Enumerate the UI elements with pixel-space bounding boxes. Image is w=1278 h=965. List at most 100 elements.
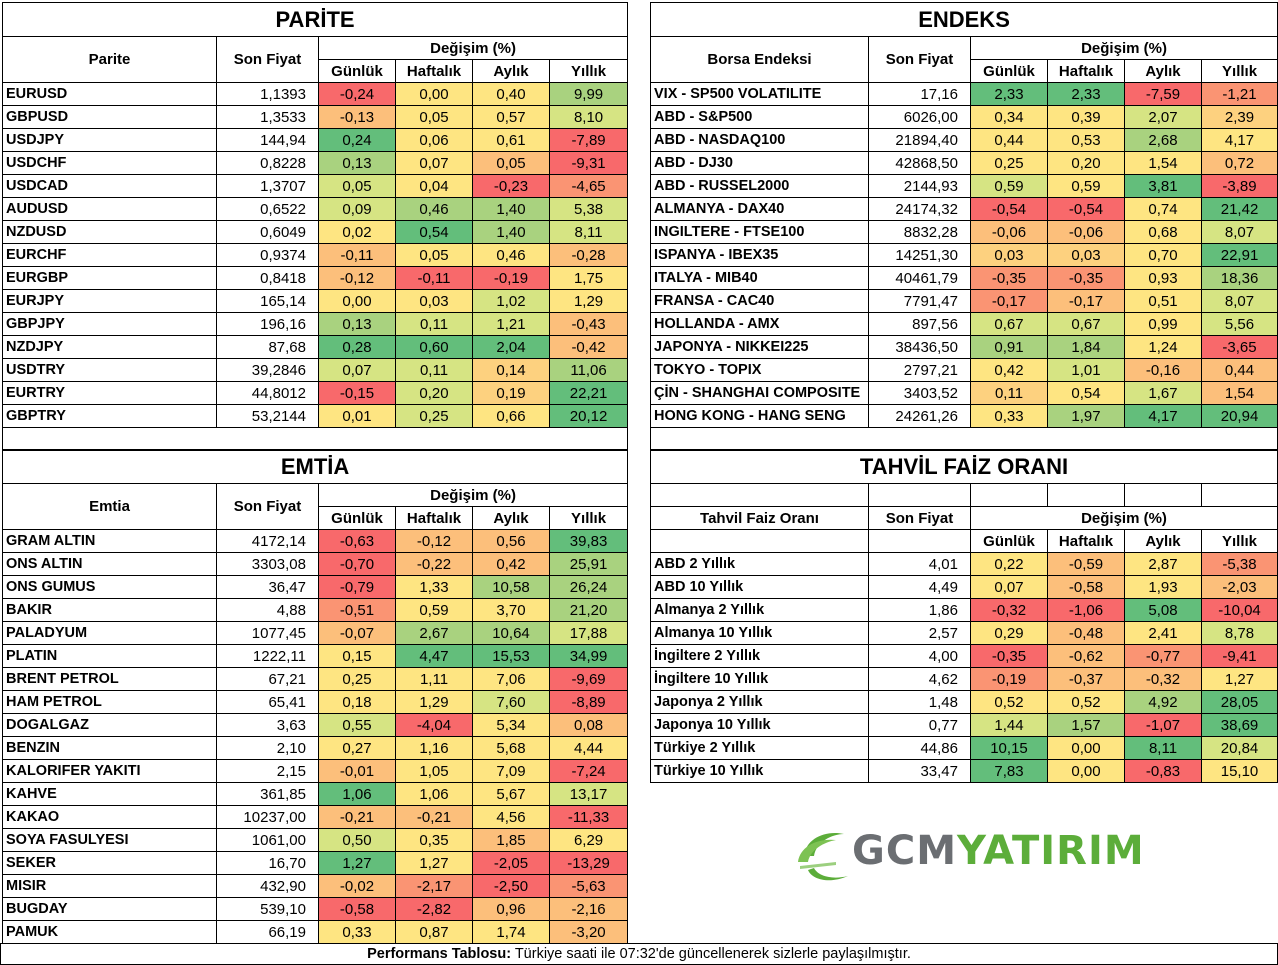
row-change-monthly: 4,17 [1124,404,1202,428]
row-change-daily: 0,15 [318,644,396,668]
row-change-yearly: -10,04 [1200,598,1278,622]
row-change-daily: -0,54 [970,197,1048,221]
row-change-yearly: 9,99 [548,82,629,106]
row-change-daily: -0,51 [318,598,396,622]
row-name: EURGBP [2,266,217,290]
section-title: ENDEKS [649,2,1278,37]
row-change-daily: 0,00 [318,289,396,313]
section-title: PARİTE [1,2,629,37]
row-change-weekly: 1,33 [395,575,473,599]
row-name: VIX - SP500 VOLATILITE [650,82,869,106]
row-name: TOKYO - TOPIX [650,358,869,382]
row-change-yearly: 2,39 [1200,105,1278,129]
logo-swoosh-icon [798,832,848,881]
table-row: ONS GUMUS 36,47 -0,79 1,33 10,58 26,24 [2,575,629,599]
row-change-monthly: 2,68 [1124,128,1202,152]
row-price: 897,56 [868,312,971,336]
row-price: 16,70 [216,851,319,875]
row-price: 144,94 [216,128,319,152]
row-name: ISPANYA - IBEX35 [650,243,869,267]
col-header-weekly: Haftalık [1047,59,1125,83]
table-row: İngiltere 2 Yıllık 4,00 -0,35 -0,62 -0,77 -9,… [650,644,1278,668]
row-change-weekly: 1,11 [395,667,473,691]
row-change-daily: -0,24 [318,82,396,106]
row-change-weekly: 0,35 [395,828,473,852]
footer-note: Performans Tablosu: Türkiye saati ile 07… [0,943,1278,965]
row-change-yearly: -9,31 [548,151,629,175]
row-change-daily: 0,27 [318,736,396,760]
row-change-weekly: 1,57 [1047,713,1125,737]
row-change-yearly: 0,08 [548,713,629,737]
emtia-table: EMTİA Emtia Son Fiyat Değişim (%) Günlük Haft… [1,449,629,944]
empty-cell [1200,483,1278,507]
row-change-yearly: 6,29 [548,828,629,852]
row-change-weekly: 1,06 [395,782,473,806]
row-change-weekly: 1,97 [1047,404,1125,428]
row-price: 1222,11 [216,644,319,668]
row-change-daily: 0,18 [318,690,396,714]
table-row: TOKYO - TOPIX 2797,21 0,42 1,01 -0,16 0,44 [650,358,1278,382]
row-name: EURCHF [2,243,217,267]
row-name: FRANSA - CAC40 [650,289,869,313]
row-change-yearly: 20,84 [1200,736,1278,760]
row-change-daily: 0,34 [970,105,1048,129]
row-change-yearly: 38,69 [1200,713,1278,737]
row-price: 24174,32 [868,197,971,221]
row-price: 3,63 [216,713,319,737]
row-name: BRENT PETROL [2,667,217,691]
row-change-weekly: -0,11 [395,266,473,290]
row-change-monthly: 1,21 [472,312,550,336]
row-change-weekly: -0,17 [1047,289,1125,313]
row-name: BAKIR [2,598,217,622]
row-change-monthly: 0,66 [472,404,550,428]
row-price: 8832,28 [868,220,971,244]
row-change-daily: 0,03 [970,243,1048,267]
row-price: 33,47 [868,759,971,783]
table-row: USDTRY 39,2846 0,07 0,11 0,14 11,06 [2,358,629,382]
table-row: EURCHF 0,9374 -0,11 0,05 0,46 -0,28 [2,243,629,267]
row-price: 539,10 [216,897,319,921]
row-change-daily: 0,13 [318,151,396,175]
row-change-monthly: 0,93 [1124,266,1202,290]
row-change-daily: 0,33 [318,920,396,944]
row-change-monthly: -7,59 [1124,82,1202,106]
row-change-daily: 0,11 [970,381,1048,405]
row-name: Almanya 10 Yıllık [650,621,869,645]
row-name: İngiltere 2 Yıllık [650,644,869,668]
row-name: Japonya 10 Yıllık [650,713,869,737]
empty-cell [868,483,971,507]
row-change-weekly: -0,21 [395,805,473,829]
row-name: JAPONYA - NIKKEI225 [650,335,869,359]
table-row: ITALYA - MIB40 40461,79 -0,35 -0,35 0,93 18,3… [650,266,1278,290]
row-change-monthly: 5,34 [472,713,550,737]
row-change-yearly: 22,91 [1200,243,1278,267]
row-change-weekly: 0,00 [395,82,473,106]
row-change-yearly: -11,33 [548,805,629,829]
row-price: 53,2144 [216,404,319,428]
tahvil-table: TAHVİL FAİZ ORANI Tahvil Faiz Oranı Son Fi… [649,449,1278,783]
row-price: 44,8012 [216,381,319,405]
empty-cell [868,529,971,553]
row-change-yearly: 1,54 [1200,381,1278,405]
row-change-daily: 0,01 [318,404,396,428]
col-header-change: Değişim (%) [969,506,1278,530]
row-change-monthly: 10,58 [472,575,550,599]
row-name: PLATIN [2,644,217,668]
row-change-yearly: 39,83 [548,529,629,553]
table-row: AUDUSD 0,6522 0,09 0,46 1,40 5,38 [2,197,629,221]
row-name: GRAM ALTIN [2,529,217,553]
table-row: BRENT PETROL 67,21 0,25 1,11 7,06 -9,69 [2,667,629,691]
row-price: 4,88 [216,598,319,622]
row-change-yearly: 4,44 [548,736,629,760]
col-header-price: Son Fiyat [216,483,319,530]
row-price: 2,57 [868,621,971,645]
row-change-yearly: 8,11 [548,220,629,244]
row-change-weekly: 0,59 [1047,174,1125,198]
blank-cell [649,427,1278,451]
row-change-yearly: -3,20 [548,920,629,944]
row-change-monthly: 3,70 [472,598,550,622]
row-change-yearly: -5,38 [1200,552,1278,576]
row-change-daily: 0,59 [970,174,1048,198]
row-change-weekly: -0,48 [1047,621,1125,645]
row-change-daily: -0,13 [318,105,396,129]
